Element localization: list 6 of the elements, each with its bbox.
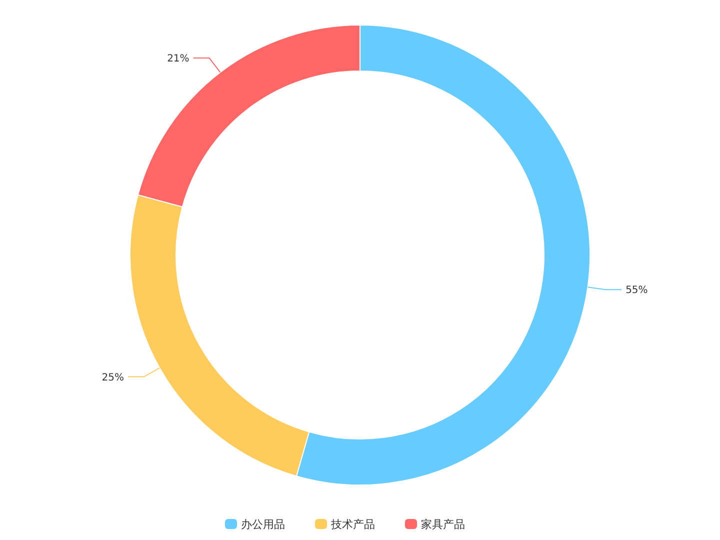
legend-label: 家具产品 [421,518,465,531]
data-label: 25% [102,372,124,384]
data-label: 21% [167,54,190,65]
legend-label: 技术产品 [330,518,375,531]
data-label: 55% [626,285,648,296]
legend-label: 办公用品 [241,518,285,531]
